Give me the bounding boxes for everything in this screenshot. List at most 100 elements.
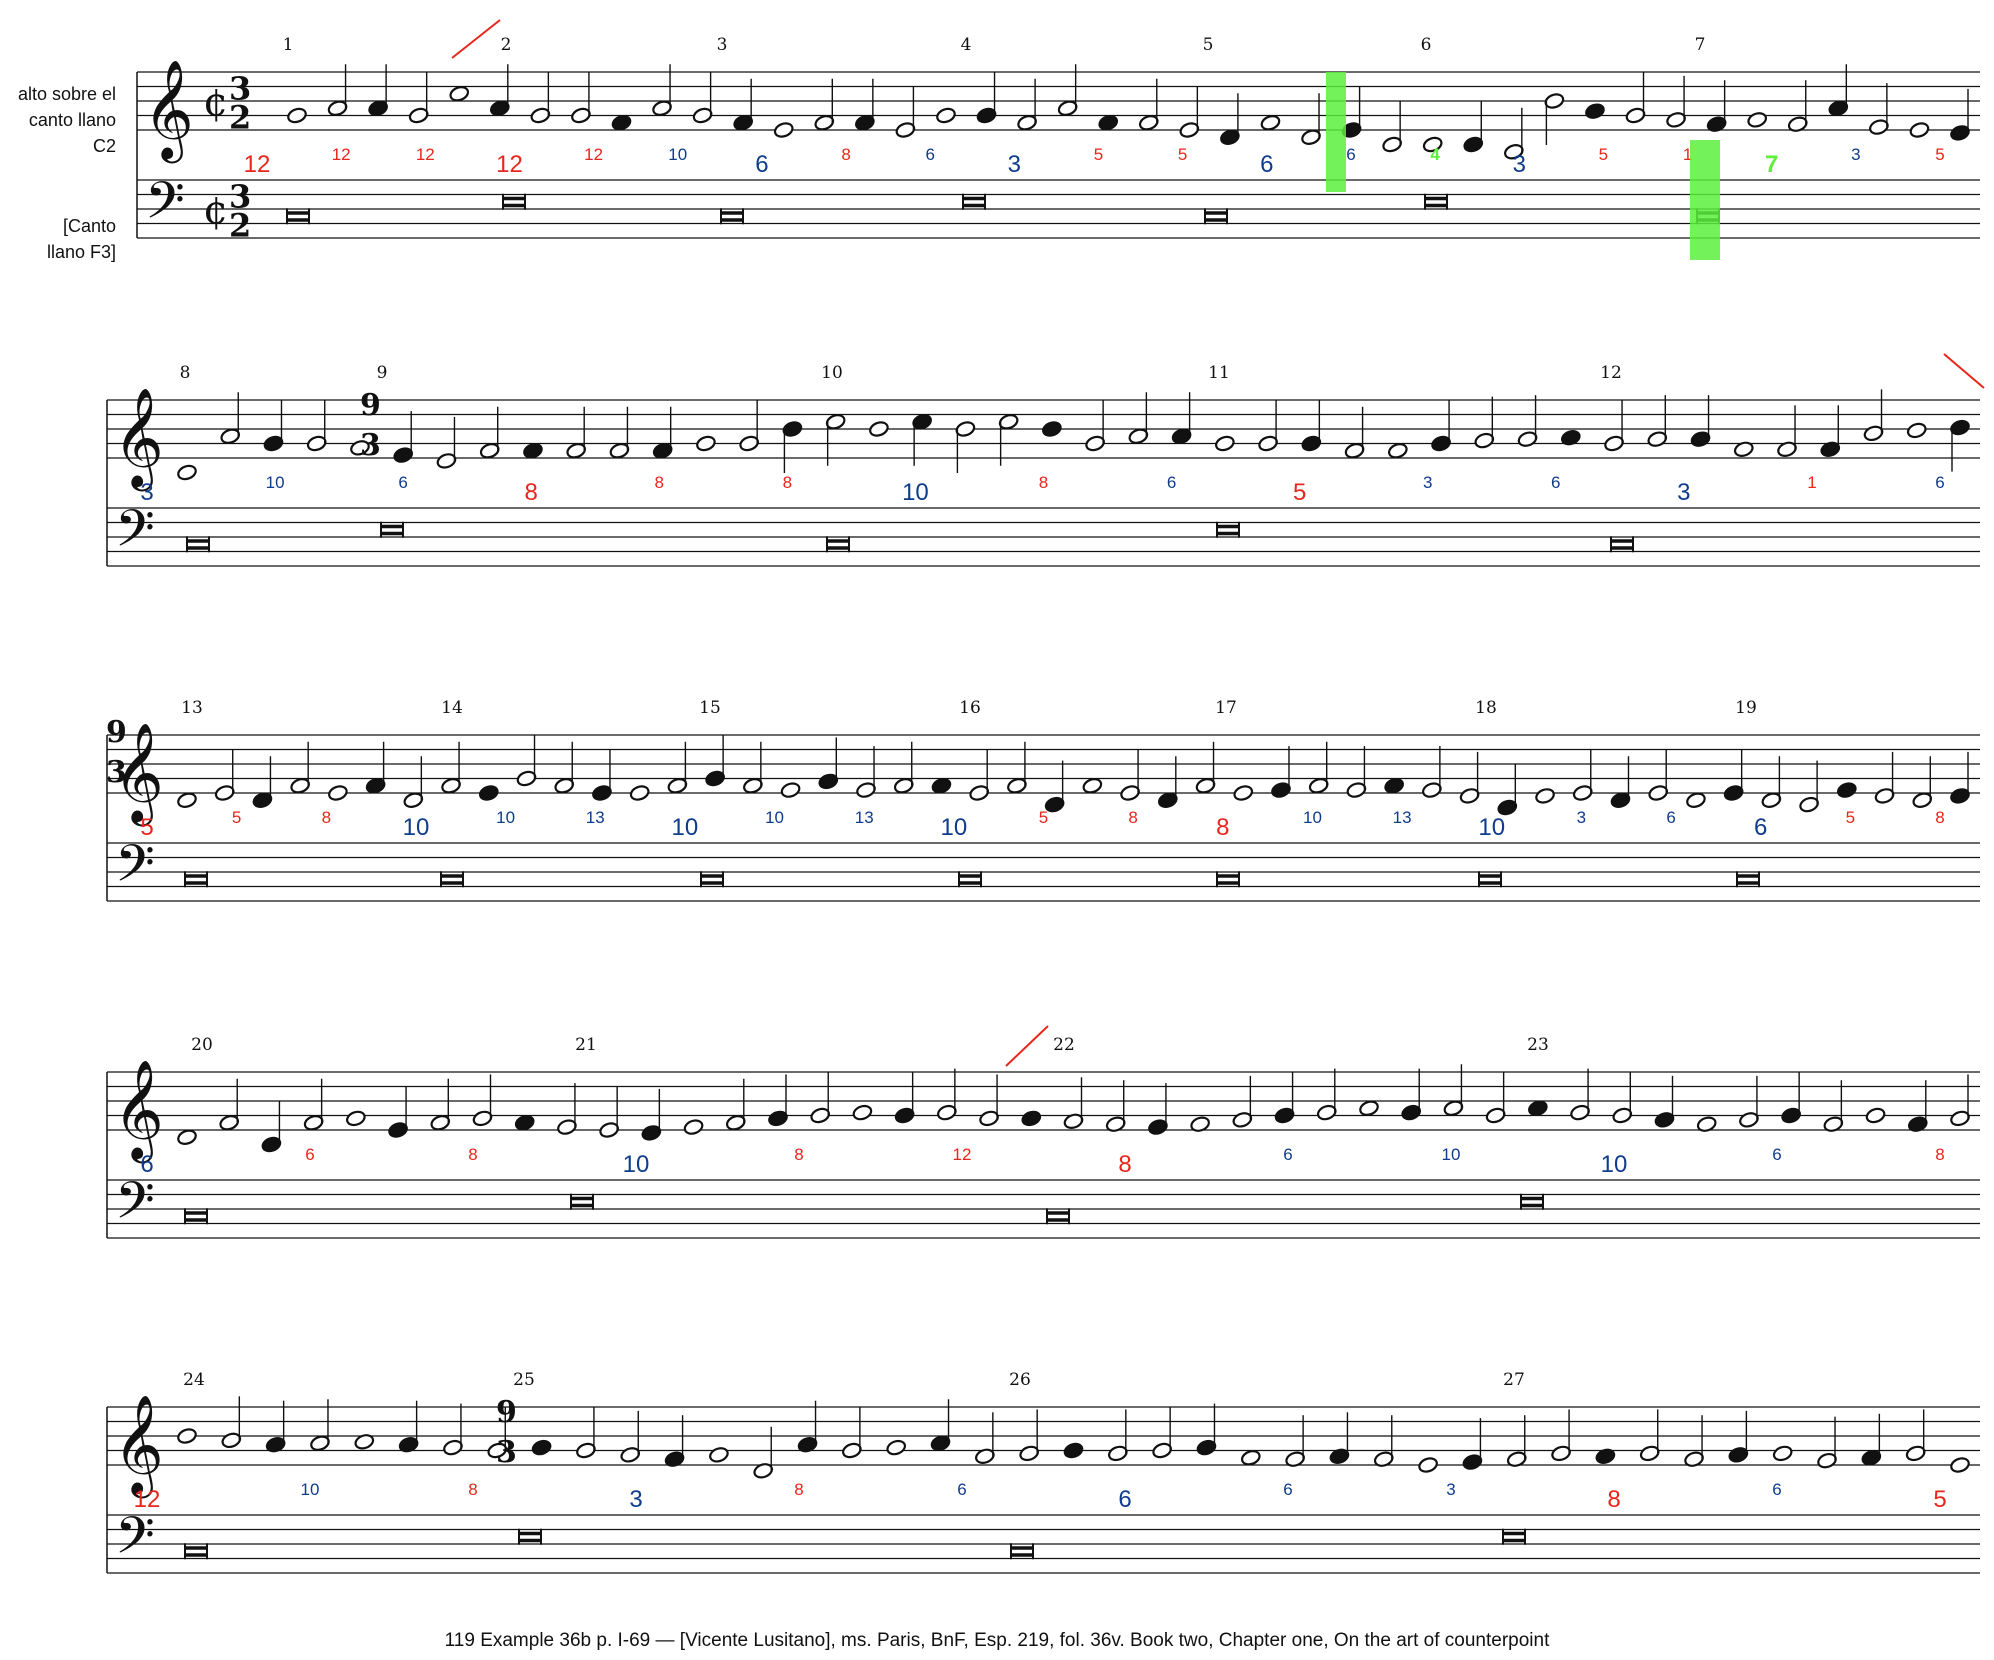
breve-note bbox=[1479, 874, 1501, 878]
music-score: 𝄞𝄢¢ 32¢ 321 2 3 4 5 6 712 12 12 12 12 10 6 8 6 3 5 5 6 6 4 3 5 1 7… bbox=[18, 19, 1985, 1578]
measure-number: 24 bbox=[183, 1370, 205, 1390]
breve-note bbox=[1503, 1538, 1525, 1543]
breve-note bbox=[185, 1546, 207, 1550]
note-head bbox=[1260, 115, 1281, 131]
note-head bbox=[1388, 443, 1408, 459]
cut-time-symbol: ¢ bbox=[203, 188, 228, 234]
interval-number: 6 bbox=[1772, 1145, 1781, 1164]
breve-note bbox=[1737, 881, 1759, 885]
time-sig-denominator: 2 bbox=[229, 99, 251, 137]
measure-number: 22 bbox=[1053, 1035, 1075, 1055]
breve-note bbox=[963, 203, 985, 208]
interval-number: 5 bbox=[1599, 145, 1608, 164]
interval-number: 3 bbox=[1513, 151, 1526, 178]
interval-number: 6 bbox=[305, 1145, 314, 1164]
interval-number: 5 bbox=[1178, 145, 1187, 164]
interval-number: 5 bbox=[1094, 145, 1103, 164]
interval-number: 8 bbox=[1607, 1486, 1620, 1513]
breve-note bbox=[1217, 524, 1239, 529]
proportion-sign-numerator: 9 bbox=[106, 715, 127, 750]
note-head bbox=[478, 785, 499, 801]
note-head bbox=[1082, 778, 1103, 794]
interval-number: 10 bbox=[496, 808, 515, 827]
breve-note bbox=[1425, 196, 1447, 201]
breve-note bbox=[721, 211, 743, 215]
breve-note bbox=[1205, 211, 1227, 215]
breve-note bbox=[1011, 1546, 1033, 1550]
note-head bbox=[1747, 112, 1768, 128]
breve-note bbox=[187, 539, 209, 543]
interval-number: 12 bbox=[134, 1486, 161, 1513]
treble-clef-icon: 𝄞 bbox=[113, 388, 164, 492]
interval-number: 6 bbox=[755, 151, 768, 178]
note-head bbox=[1359, 1100, 1379, 1116]
highlight-marker bbox=[1326, 72, 1346, 192]
interval-number: 10 bbox=[668, 145, 687, 164]
interval-number: 13 bbox=[586, 808, 605, 827]
note-head bbox=[1909, 122, 1930, 138]
interval-number: 6 bbox=[1754, 814, 1767, 841]
note-head bbox=[696, 435, 716, 452]
note-head bbox=[629, 785, 650, 801]
interval-number: 10 bbox=[266, 473, 285, 492]
interval-number: 6 bbox=[1260, 151, 1273, 178]
measure-number: 15 bbox=[699, 698, 721, 718]
interval-number: 8 bbox=[1118, 1151, 1131, 1178]
interval-number: 3 bbox=[1577, 808, 1586, 827]
interval-number: 7 bbox=[1765, 151, 1778, 178]
measure-number: 23 bbox=[1527, 1035, 1549, 1055]
upper-voice-label: C2 bbox=[93, 136, 116, 156]
interval-number: 6 bbox=[1772, 1480, 1781, 1499]
interval-number: 8 bbox=[841, 145, 850, 164]
time-sig-numerator: 3 bbox=[229, 178, 251, 216]
breve-note bbox=[519, 1538, 541, 1543]
note-head bbox=[1837, 782, 1857, 798]
note-head bbox=[780, 782, 801, 798]
breve-note bbox=[1217, 531, 1239, 536]
slash-marker bbox=[1005, 1025, 1049, 1067]
note-head bbox=[1772, 1445, 1793, 1462]
interval-number: 8 bbox=[525, 479, 538, 506]
interval-number: 10 bbox=[1601, 1151, 1628, 1178]
interval-number: 6 bbox=[925, 145, 934, 164]
breve-note bbox=[287, 211, 309, 215]
proportion-sign-denominator: 3 bbox=[106, 755, 127, 790]
score-caption: 119 Example 36b p. I-69 — [Vicente Lusit… bbox=[444, 1630, 1550, 1651]
bass-clef-icon: 𝄢 bbox=[115, 1170, 155, 1243]
upper-voice-label: canto llano bbox=[29, 110, 116, 130]
interval-number: 8 bbox=[794, 1480, 803, 1499]
note-head bbox=[1865, 1107, 1886, 1124]
breve-note bbox=[571, 1196, 593, 1201]
measure-number: 25 bbox=[513, 1370, 535, 1390]
interval-number: 12 bbox=[244, 151, 271, 178]
interval-number: 1 bbox=[1807, 473, 1816, 492]
breve-note bbox=[1047, 1211, 1069, 1215]
note-head bbox=[177, 792, 197, 808]
bass-clef-icon: 𝄢 bbox=[115, 1505, 155, 1578]
measure-number: 10 bbox=[821, 363, 843, 383]
staff-system: 𝄞𝄢 13 14 15 16 17 18 19 5 5 8 10 10 13 10 10 13 10 5 8 8 10 13… bbox=[106, 698, 1980, 906]
interval-number: 6 bbox=[957, 1480, 966, 1499]
breve-note bbox=[185, 1218, 207, 1222]
slash-marker bbox=[451, 19, 501, 59]
interval-number: 6 bbox=[1283, 1480, 1292, 1499]
measure-number: 14 bbox=[441, 698, 463, 718]
breve-note bbox=[1503, 1531, 1525, 1536]
proportion-sign-numerator: 9 bbox=[360, 388, 381, 423]
measure-number: 17 bbox=[1215, 698, 1237, 718]
treble-clef-icon: 𝄞 bbox=[143, 60, 194, 164]
measure-number: 1 bbox=[283, 35, 294, 55]
measure-number: 19 bbox=[1735, 698, 1757, 718]
interval-number: 10 bbox=[902, 479, 929, 506]
interval-number: 8 bbox=[322, 808, 331, 827]
bass-clef-icon: 𝄢 bbox=[115, 498, 155, 571]
note-head bbox=[531, 1439, 552, 1456]
breve-note bbox=[1011, 1553, 1033, 1557]
breve-note bbox=[959, 881, 981, 885]
interval-number: 6 bbox=[1935, 473, 1944, 492]
note-head bbox=[852, 1104, 873, 1121]
breve-note bbox=[185, 1553, 207, 1557]
interval-number: 10 bbox=[765, 808, 784, 827]
breve-note bbox=[185, 881, 207, 885]
note-head bbox=[936, 107, 956, 124]
